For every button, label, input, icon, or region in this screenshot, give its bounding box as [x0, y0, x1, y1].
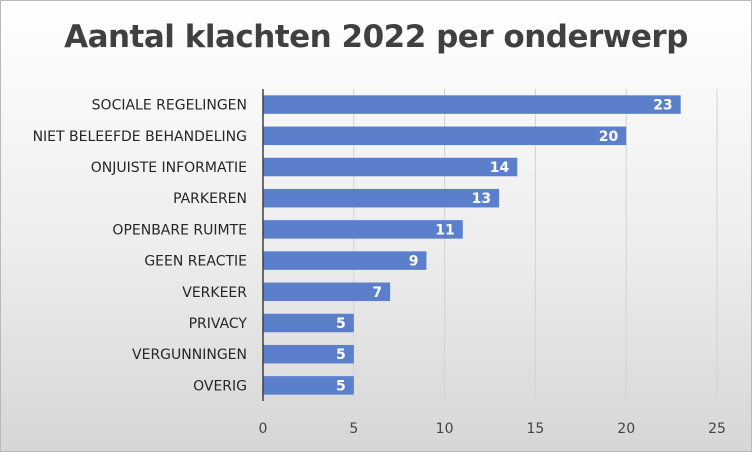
data-label: 20: [599, 129, 619, 145]
category-label: PARKEREN: [173, 191, 247, 207]
category-label: SOCIALE REGELINGEN: [92, 98, 247, 114]
bar: [263, 251, 427, 270]
x-tick-label: 15: [526, 421, 544, 437]
category-label: NIET BELEEFDE BEHANDELING: [33, 129, 247, 145]
data-label: 5: [336, 316, 346, 332]
category-label: OVERIG: [193, 378, 247, 394]
x-tick-label: 10: [436, 421, 454, 437]
chart-title: Aantal klachten 2022 per onderwerp: [64, 19, 688, 55]
category-label: PRIVACY: [189, 316, 248, 332]
bar: [263, 188, 500, 208]
data-label: 9: [409, 254, 419, 270]
category-label: GEEN REACTIE: [144, 254, 247, 270]
bar: [263, 282, 391, 302]
data-label: 11: [435, 222, 454, 238]
x-tick-label: 20: [617, 421, 635, 437]
bar: [263, 220, 463, 239]
data-label: 13: [472, 191, 491, 207]
data-label: 5: [336, 347, 346, 363]
category-label: VERGUNNINGEN: [132, 347, 247, 363]
bar: [263, 376, 354, 395]
data-label: 23: [653, 98, 672, 114]
bar: [263, 126, 627, 146]
bar: [263, 95, 681, 114]
category-label: ONJUISTE INFORMATIE: [91, 160, 247, 176]
data-label: 14: [490, 160, 510, 176]
x-tick-label: 25: [708, 421, 726, 437]
data-label: 7: [372, 285, 382, 301]
data-label: 5: [336, 378, 346, 394]
x-tick-label: 5: [349, 421, 358, 437]
bar: [263, 157, 518, 177]
category-label: VERKEER: [182, 285, 247, 301]
category-label: OPENBARE RUIMTE: [112, 222, 247, 238]
bar: [263, 313, 354, 333]
x-tick-label: 0: [259, 421, 268, 437]
bar: [263, 344, 354, 364]
